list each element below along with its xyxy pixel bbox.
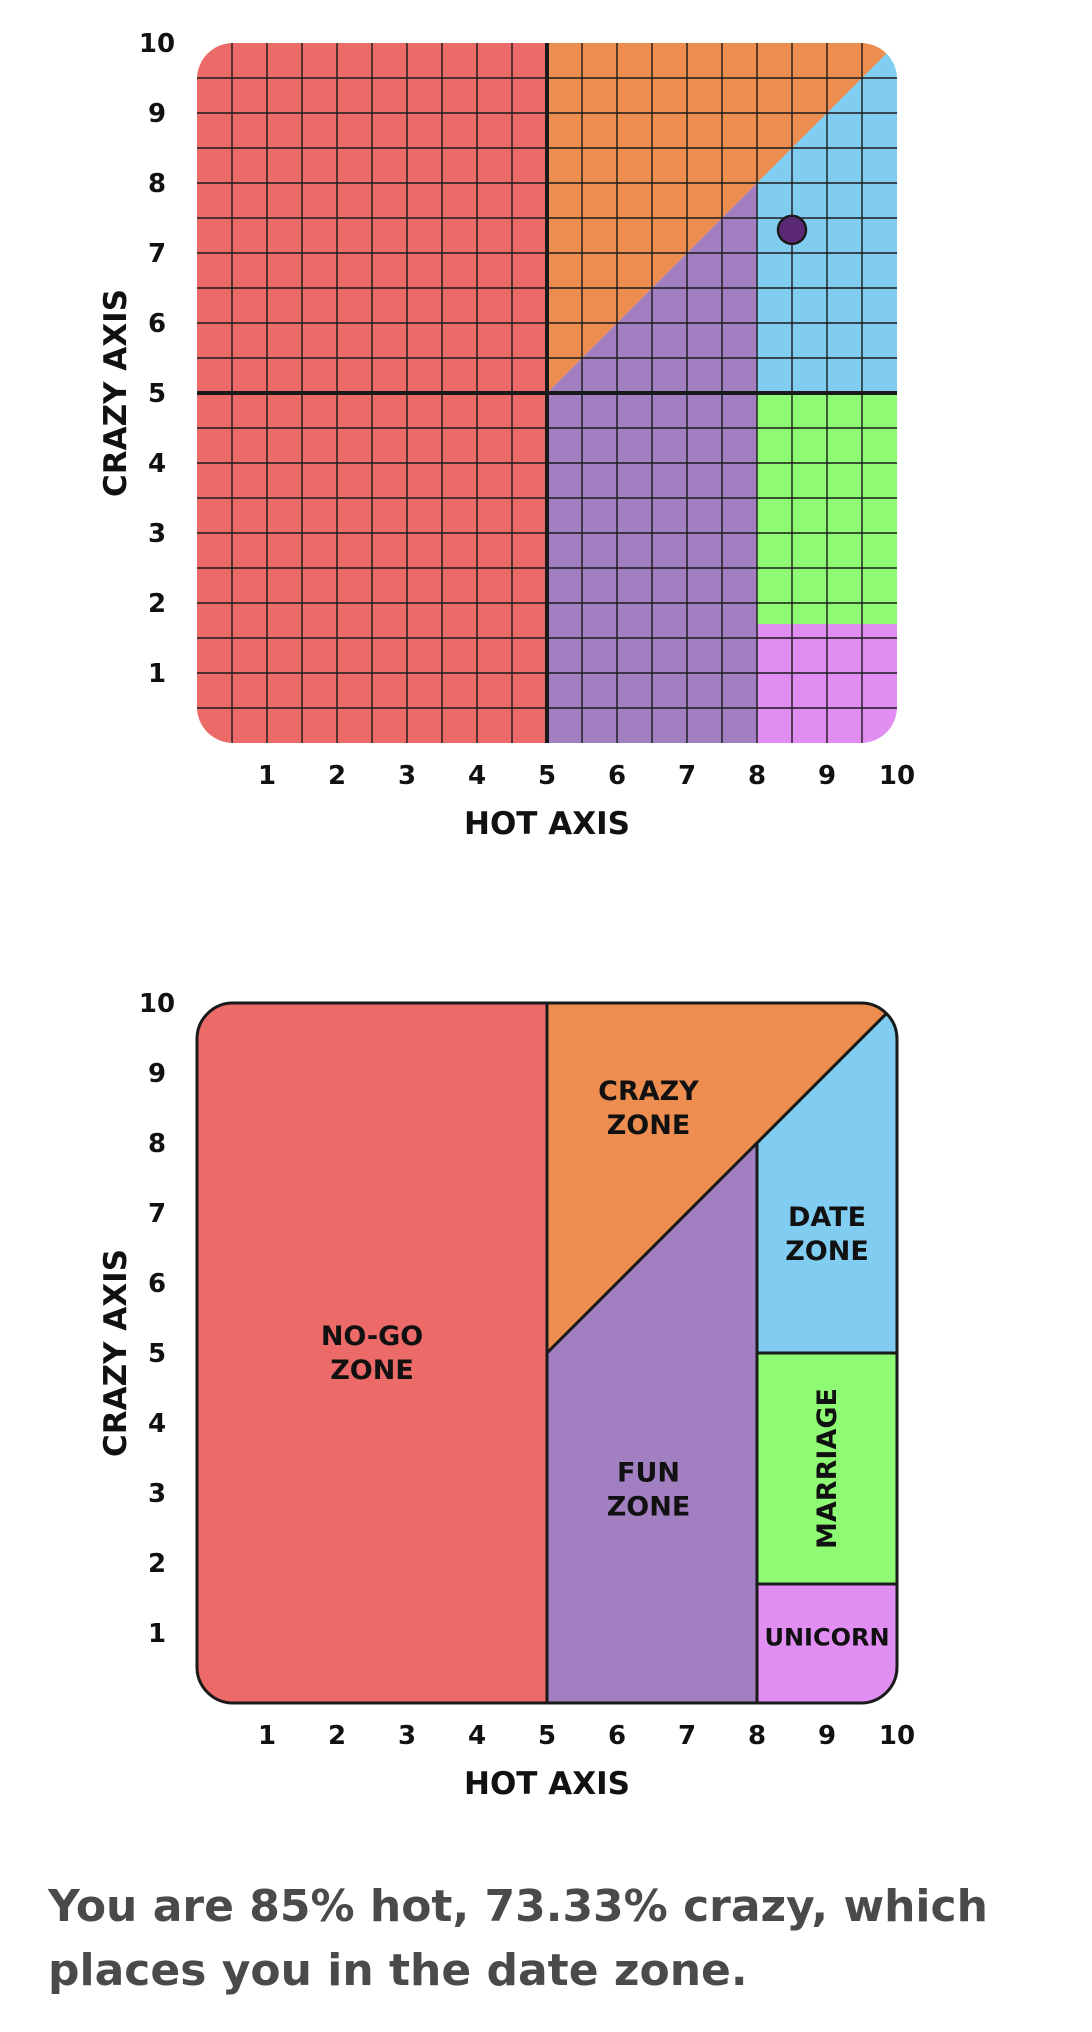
y-tick-label: 7 xyxy=(148,1199,166,1229)
fun-zone-label: FUN ZONE xyxy=(607,1458,691,1523)
x-tick-label: 10 xyxy=(879,761,915,791)
marriage-zone-label: MARRIAGE xyxy=(812,1388,843,1549)
y-tick-label: 5 xyxy=(148,1339,166,1369)
x-tick-label: 4 xyxy=(468,1721,486,1751)
y-tick-label: 3 xyxy=(148,519,166,549)
zone-label-line: CRAZY xyxy=(598,1076,699,1107)
y-tick-label: 6 xyxy=(148,1269,166,1299)
y-tick-label: 8 xyxy=(148,169,166,199)
x-tick-label: 6 xyxy=(608,761,626,791)
zone-label-line: ZONE xyxy=(330,1355,414,1386)
y-tick-label: 3 xyxy=(148,1479,166,1509)
y-tick-label: 5 xyxy=(148,379,166,409)
x-tick-label: 9 xyxy=(818,761,836,791)
y-tick-label: 4 xyxy=(148,449,166,479)
no-go-zone-label: NO-GO ZONE xyxy=(321,1321,423,1386)
x-tick-label: 10 xyxy=(879,1721,915,1751)
plot-border xyxy=(195,1001,899,1705)
y-tick-label: 8 xyxy=(148,1129,166,1159)
zone-label-line: MARRIAGE xyxy=(812,1388,843,1549)
y-tick-label: 10 xyxy=(139,989,175,1019)
x-tick-label: 1 xyxy=(258,1721,276,1751)
zone-label-line: DATE xyxy=(788,1202,866,1233)
date-zone-label: DATE ZONE xyxy=(785,1202,869,1267)
y-tick-label: 1 xyxy=(148,659,166,689)
x-tick-label: 3 xyxy=(398,761,416,791)
y-tick-label: 9 xyxy=(148,99,166,129)
y-axis-title: CRAZY AXIS xyxy=(98,289,134,497)
y-axis-title: CRAZY AXIS xyxy=(98,1249,134,1457)
x-tick-label: 6 xyxy=(608,1721,626,1751)
x-tick-label: 9 xyxy=(818,1721,836,1751)
y-tick-label: 2 xyxy=(148,589,166,619)
x-tick-label: 7 xyxy=(678,761,696,791)
x-tick-label: 4 xyxy=(468,761,486,791)
unicorn-zone xyxy=(755,1582,897,1703)
unicorn-zone-label: UNICORN xyxy=(764,1624,889,1652)
no-go-zone xyxy=(197,1003,549,1703)
x-tick-label: 8 xyxy=(748,1721,766,1751)
zone-label-line: ZONE xyxy=(607,1110,691,1141)
result-text: You are 85% hot, 73.33% crazy, which pla… xyxy=(48,1881,988,1996)
user-point xyxy=(776,214,808,246)
crazy-zone-label: CRAZY ZONE xyxy=(598,1076,699,1141)
plot-area xyxy=(197,1003,897,1703)
plot-area xyxy=(197,43,897,743)
x-tick-label: 2 xyxy=(328,761,346,791)
x-tick-label: 2 xyxy=(328,1721,346,1751)
x-tick-label: 7 xyxy=(678,1721,696,1751)
zone-label-line: NO-GO xyxy=(321,1321,423,1352)
x-axis-title: HOT AXIS xyxy=(464,806,630,842)
zone-label-line: UNICORN xyxy=(764,1624,889,1652)
x-tick-label: 5 xyxy=(538,761,556,791)
y-tick-label: 4 xyxy=(148,1409,166,1439)
y-tick-label: 7 xyxy=(148,239,166,269)
y-tick-label: 1 xyxy=(148,1619,166,1649)
grid-chart: 1 2 3 4 5 6 7 8 9 10 1 2 3 4 5 6 7 8 9 10 HOT AXIS CRAZY AXIS xyxy=(98,29,915,842)
y-tick-label: 6 xyxy=(148,309,166,339)
x-tick-label: 1 xyxy=(258,761,276,791)
zone-label-line: FUN xyxy=(617,1458,680,1489)
x-tick-label: 8 xyxy=(748,761,766,791)
x-tick-label: 3 xyxy=(398,1721,416,1751)
x-axis-title: HOT AXIS xyxy=(464,1766,630,1802)
y-tick-label: 10 xyxy=(139,29,175,59)
zone-label-line: ZONE xyxy=(785,1236,869,1267)
y-tick-label: 2 xyxy=(148,1549,166,1579)
zone-label-line: ZONE xyxy=(607,1492,691,1523)
y-tick-label: 9 xyxy=(148,1059,166,1089)
x-tick-label: 5 xyxy=(538,1721,556,1751)
